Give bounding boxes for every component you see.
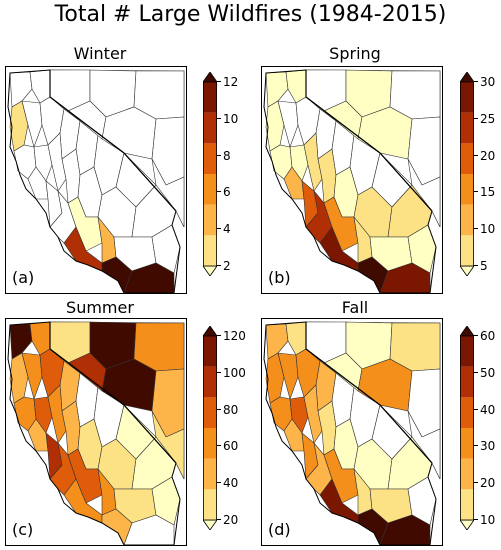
colorbar-tick-label: 10 [473,222,496,237]
colorbar-tick-label: 80 [216,402,239,417]
colorbar-tick-label: 30 [473,439,496,454]
ecoregion [21,352,43,400]
map-svg [7,321,185,545]
ecoregion [289,396,309,434]
figure-title: Total # Large Wildfires (1984-2015) [54,2,447,27]
ecoregion [407,476,437,526]
panel-title-winter: Winter [73,44,127,63]
ecoregion [407,158,441,228]
colorbar-spring: 30 25 20 15 10 5 [460,72,495,276]
colorbar-fall: 60 50 40 30 20 10 [460,326,495,530]
ca-nv-border [305,322,433,464]
ecoregion [123,262,175,293]
ecoregion [151,476,181,526]
map-winter: (a) [5,66,187,294]
colorbar-tick-label: 2 [217,259,231,273]
colorbar-tick-label: 30 [473,75,496,89]
panel-letter-a: (a) [12,268,35,287]
colorbar-winter: 12 10 8 6 4 2 [203,72,238,276]
map-svg [7,69,185,293]
colorbar-tick-label: 40 [216,476,239,491]
colorbar-tick-label: 50 [473,365,496,380]
colorbar-tick-label: 60 [473,329,496,343]
map-spring: (b) [261,66,443,294]
colorbar-tick-label: 8 [217,148,231,163]
colorbar-tick-label: 60 [216,439,239,454]
map-summer: (c) [5,318,187,546]
ecoregion [289,144,309,182]
colorbar-tick-label: 120 [217,329,246,343]
ecoregion [379,262,431,293]
panel-letter-c: (c) [12,520,34,539]
map-svg [263,321,441,545]
panel-title-summer: Summer [66,298,134,317]
ecoregion [407,224,437,274]
ecoregion [29,69,51,104]
ecoregion [151,158,185,228]
colorbar-tick-label: 25 [473,111,496,126]
ecoregion [151,410,185,480]
colorbar-tick-label: 20 [473,148,496,163]
ecoregion [285,321,307,356]
ca-nv-border [305,70,433,212]
panel-title-spring: Spring [329,44,381,63]
ecoregion [33,396,53,434]
panel-title-fall: Fall [341,298,369,317]
panel-letter-d: (d) [268,520,291,539]
ecoregion [151,224,181,274]
colorbar-tick-label: 100 [217,365,246,380]
ecoregion [123,514,175,545]
ecoregion [21,100,43,148]
colorbar-tick-label: 20 [216,513,239,527]
map-svg [263,69,441,293]
colorbar-tick-label: 5 [474,259,488,273]
ecoregion [277,352,299,400]
colorbar-tick-label: 10 [216,111,239,126]
colorbar-gradient [203,326,217,530]
ecoregion [407,410,441,480]
colorbar-gradient [203,72,217,276]
ca-nv-border [49,70,177,212]
colorbar-tick-label: 20 [473,476,496,491]
map-fall: (d) [261,318,443,546]
colorbar-summer: 120 100 80 60 40 20 [203,326,246,530]
ecoregion [29,321,51,356]
colorbar-tick-label: 10 [473,513,496,527]
colorbar-gradient [460,72,474,276]
panel-letter-b: (b) [268,268,291,287]
ecoregion [33,144,53,182]
colorbar-gradient [460,326,474,530]
colorbar-tick-label: 12 [216,75,239,89]
colorbar-tick-label: 6 [217,185,231,200]
colorbar-tick-label: 40 [473,402,496,417]
ca-nv-border [49,322,177,464]
colorbar-tick-label: 15 [473,185,496,200]
ecoregion [285,69,307,104]
ecoregion [379,514,431,545]
colorbar-tick-label: 4 [217,222,231,237]
ecoregion [277,100,299,148]
